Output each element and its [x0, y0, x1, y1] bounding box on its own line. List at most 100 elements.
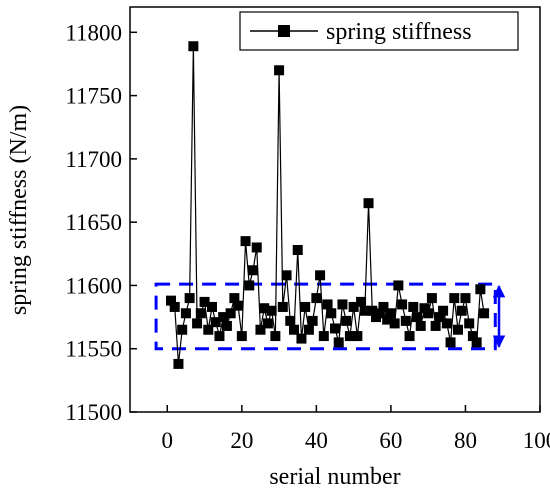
x-tick-label-3: 60: [379, 428, 402, 453]
data-point: [214, 331, 225, 342]
data-point: [199, 296, 210, 307]
data-point: [281, 270, 292, 281]
data-point: [218, 312, 229, 323]
data-point: [389, 318, 400, 329]
data-point: [311, 293, 322, 304]
data-point: [221, 320, 232, 331]
data-point: [471, 337, 482, 348]
data-point: [240, 236, 251, 247]
legend: spring stiffness: [239, 11, 519, 51]
y-tick-label-5: 11750: [65, 84, 122, 109]
data-point: [445, 337, 456, 348]
data-point: [207, 301, 217, 312]
data-point: [173, 358, 184, 369]
data-point: [460, 293, 471, 304]
data-point: [285, 315, 296, 326]
data-point: [430, 320, 441, 331]
x-tick-label-2: 40: [305, 428, 328, 453]
y-tick-label-2: 11600: [65, 273, 122, 298]
data-point: [400, 315, 411, 326]
data-point: [188, 41, 199, 52]
x-axis-title: serial number: [269, 464, 400, 490]
data-point: [180, 308, 191, 319]
data-point: [404, 331, 415, 342]
data-point: [393, 280, 404, 291]
y-tick-label-6: 11800: [65, 20, 122, 45]
data-point: [385, 308, 396, 319]
data-point: [479, 308, 490, 319]
x-tick-label-1: 20: [230, 428, 253, 453]
data-point: [408, 301, 419, 312]
data-point: [248, 265, 258, 276]
data-point: [296, 333, 307, 344]
data-point: [382, 314, 393, 325]
data-point: [348, 301, 359, 312]
data-point: [456, 305, 467, 316]
data-point: [262, 318, 273, 329]
data-point: [337, 299, 348, 310]
data-point: [236, 331, 247, 342]
data-point: [419, 303, 430, 314]
data-point: [203, 324, 214, 335]
data-point: [415, 320, 426, 331]
data-point: [434, 312, 445, 323]
data-point: [277, 301, 288, 312]
data-point: [449, 293, 460, 304]
data-point: [225, 308, 236, 319]
data-point: [307, 315, 318, 326]
data-point: [229, 293, 240, 304]
data-point: [210, 317, 221, 328]
data-point: [341, 315, 352, 326]
data-point: [195, 308, 206, 319]
data-point: [467, 331, 478, 342]
data-point: [359, 305, 370, 316]
x-tick-label-5: 100: [523, 428, 550, 453]
data-point: [322, 299, 333, 310]
data-point: [441, 318, 452, 329]
data-point: [453, 324, 463, 335]
data-point: [300, 301, 311, 312]
data-point: [378, 301, 389, 312]
data-point: [270, 331, 281, 342]
x-tick-label-4: 80: [454, 428, 477, 453]
y-tick-label-1: 11550: [65, 337, 122, 362]
plot-frame: [129, 6, 541, 413]
data-point: [233, 300, 244, 311]
data-point: [475, 284, 486, 295]
y-axis-title: spring stiffness (N/m): [6, 105, 32, 315]
data-point: [259, 303, 270, 314]
data-point: [356, 296, 367, 307]
data-point: [315, 270, 326, 281]
data-point: [318, 331, 329, 342]
data-point: [184, 293, 195, 304]
x-tick-label-0: 0: [162, 428, 174, 453]
data-point: [438, 305, 449, 316]
data-point: [303, 324, 314, 335]
data-point: [244, 280, 255, 291]
data-point: [426, 293, 437, 304]
data-point: [326, 308, 337, 319]
data-point: [363, 198, 374, 209]
data-point: [292, 245, 303, 255]
y-tick-label-3: 11650: [65, 210, 122, 235]
data-point: [333, 337, 344, 348]
data-point: [330, 323, 340, 334]
data-point: [274, 65, 285, 76]
data-point: [397, 299, 408, 310]
data-point: [367, 305, 378, 316]
data-point: [255, 324, 266, 335]
data-point: [266, 305, 277, 316]
data-point: [177, 324, 188, 335]
legend-marker-sample: [278, 25, 290, 37]
data-point: [464, 318, 475, 329]
legend-label: spring stiffness: [326, 19, 472, 45]
data-point: [251, 242, 262, 253]
data-point: [166, 295, 176, 306]
data-point: [374, 308, 385, 319]
y-tick-label-0: 11500: [65, 400, 122, 425]
data-point: [344, 331, 355, 342]
y-tick-label-4: 11700: [65, 147, 122, 172]
data-point: [352, 331, 363, 342]
data-point: [169, 301, 180, 312]
